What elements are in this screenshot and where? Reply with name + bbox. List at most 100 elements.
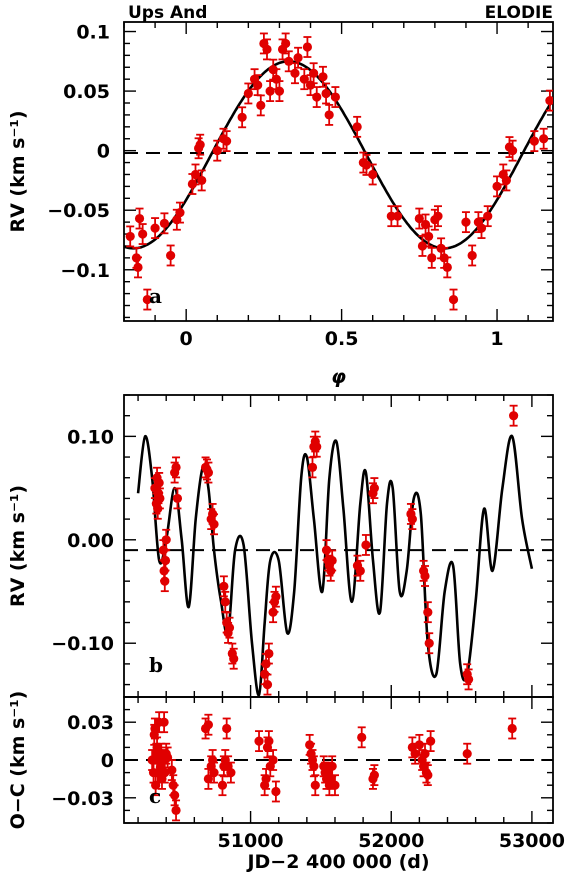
y-axis-label: RV (km s⁻¹) [7,110,29,232]
data-point [159,717,169,727]
data-point [284,56,294,66]
data-point [166,250,176,261]
x-tick-label: 51000 [218,830,284,852]
data-point [293,53,303,63]
y-tick-label: 0.00 [67,530,114,552]
data-point [448,294,459,305]
data-point [212,146,222,156]
data-point [476,223,487,233]
x-tick-label: 0.5 [325,328,359,350]
data-point [407,514,417,524]
data-point [170,790,180,800]
data-point [355,566,365,576]
data-point [312,442,322,452]
panel-c-residuals: 51000 52000 53000 0.03 0 −0.03 O−C (km s⁻¹) JD−… [7,691,565,873]
data-point [423,607,433,617]
data-point [268,755,278,765]
data-point [253,80,263,90]
data-point [160,576,170,586]
data-point [264,648,274,659]
data-point [221,136,232,146]
data-point [307,462,318,472]
data-point [426,736,436,746]
data-point [243,88,253,99]
panel-label: c [149,784,161,808]
data-point [310,780,320,790]
data-point [424,231,434,242]
data-point [274,86,285,96]
data-point [464,674,474,685]
data-point [545,96,553,106]
data-point [254,736,264,746]
data-point [160,768,170,778]
x-tick-label: 53000 [499,830,565,852]
data-point [327,761,337,771]
data-point [161,535,171,545]
x-tick-label: 1 [490,328,503,350]
data-point [414,740,424,750]
y-tick-label: 0.1 [76,22,110,44]
data-point [219,581,229,591]
title-right: ELODIE [485,3,553,23]
data-point [229,654,239,664]
data-point [330,92,340,102]
y-tick-label: 0 [97,141,110,163]
data-point [501,175,511,186]
data-point [462,749,472,759]
data-point [203,467,213,478]
data-point [461,217,471,227]
data-point [155,493,165,504]
data-point [442,262,452,272]
data-point [509,411,519,421]
data-point [167,765,177,775]
data-point [271,786,281,797]
data-point [290,68,300,78]
data-point [197,175,207,186]
data-point [217,780,228,790]
data-point [305,740,315,750]
x-axis-label: φ [331,366,346,388]
panel-a-phase-folded-rv: 0 0.5 1 0.1 0.05 0 −0.05 −0.1 RV (km s⁻¹) φ a [7,21,554,388]
data-point [361,160,372,170]
plot-area [124,32,553,311]
data-point [175,207,185,218]
data-point [262,679,273,690]
data-point [433,211,443,221]
data-point [420,571,430,581]
data-point [321,88,331,99]
data-point [222,723,232,734]
data-point [410,749,420,759]
data-point [133,262,143,272]
model-curve [136,434,534,697]
data-point [125,231,135,242]
data-point [369,770,379,780]
plot-area [124,711,553,822]
data-point [271,592,281,602]
data-point [265,86,275,96]
data-point [302,42,313,52]
data-point [226,768,236,778]
y-tick-label: 0 [101,750,114,772]
data-point [171,805,181,816]
data-point [134,213,145,224]
data-point [352,122,362,132]
data-point [262,44,272,54]
data-point [327,555,337,566]
data-point [312,92,322,102]
data-point [539,134,549,144]
x-tick-label: 52000 [358,830,424,852]
y-axis-label: O−C (km s⁻¹) [7,691,29,830]
data-point [330,780,340,790]
data-point [318,72,328,82]
data-point [507,146,518,156]
data-point [414,213,424,224]
data-point [417,241,428,251]
y-tick-label: 0.05 [63,81,110,103]
y-tick-label: 0.10 [67,426,114,448]
panel-label: a [149,284,162,308]
data-point [507,723,517,734]
data-point [392,211,403,221]
y-tick-label: −0.05 [47,200,110,222]
y-tick-label: −0.03 [51,788,114,810]
